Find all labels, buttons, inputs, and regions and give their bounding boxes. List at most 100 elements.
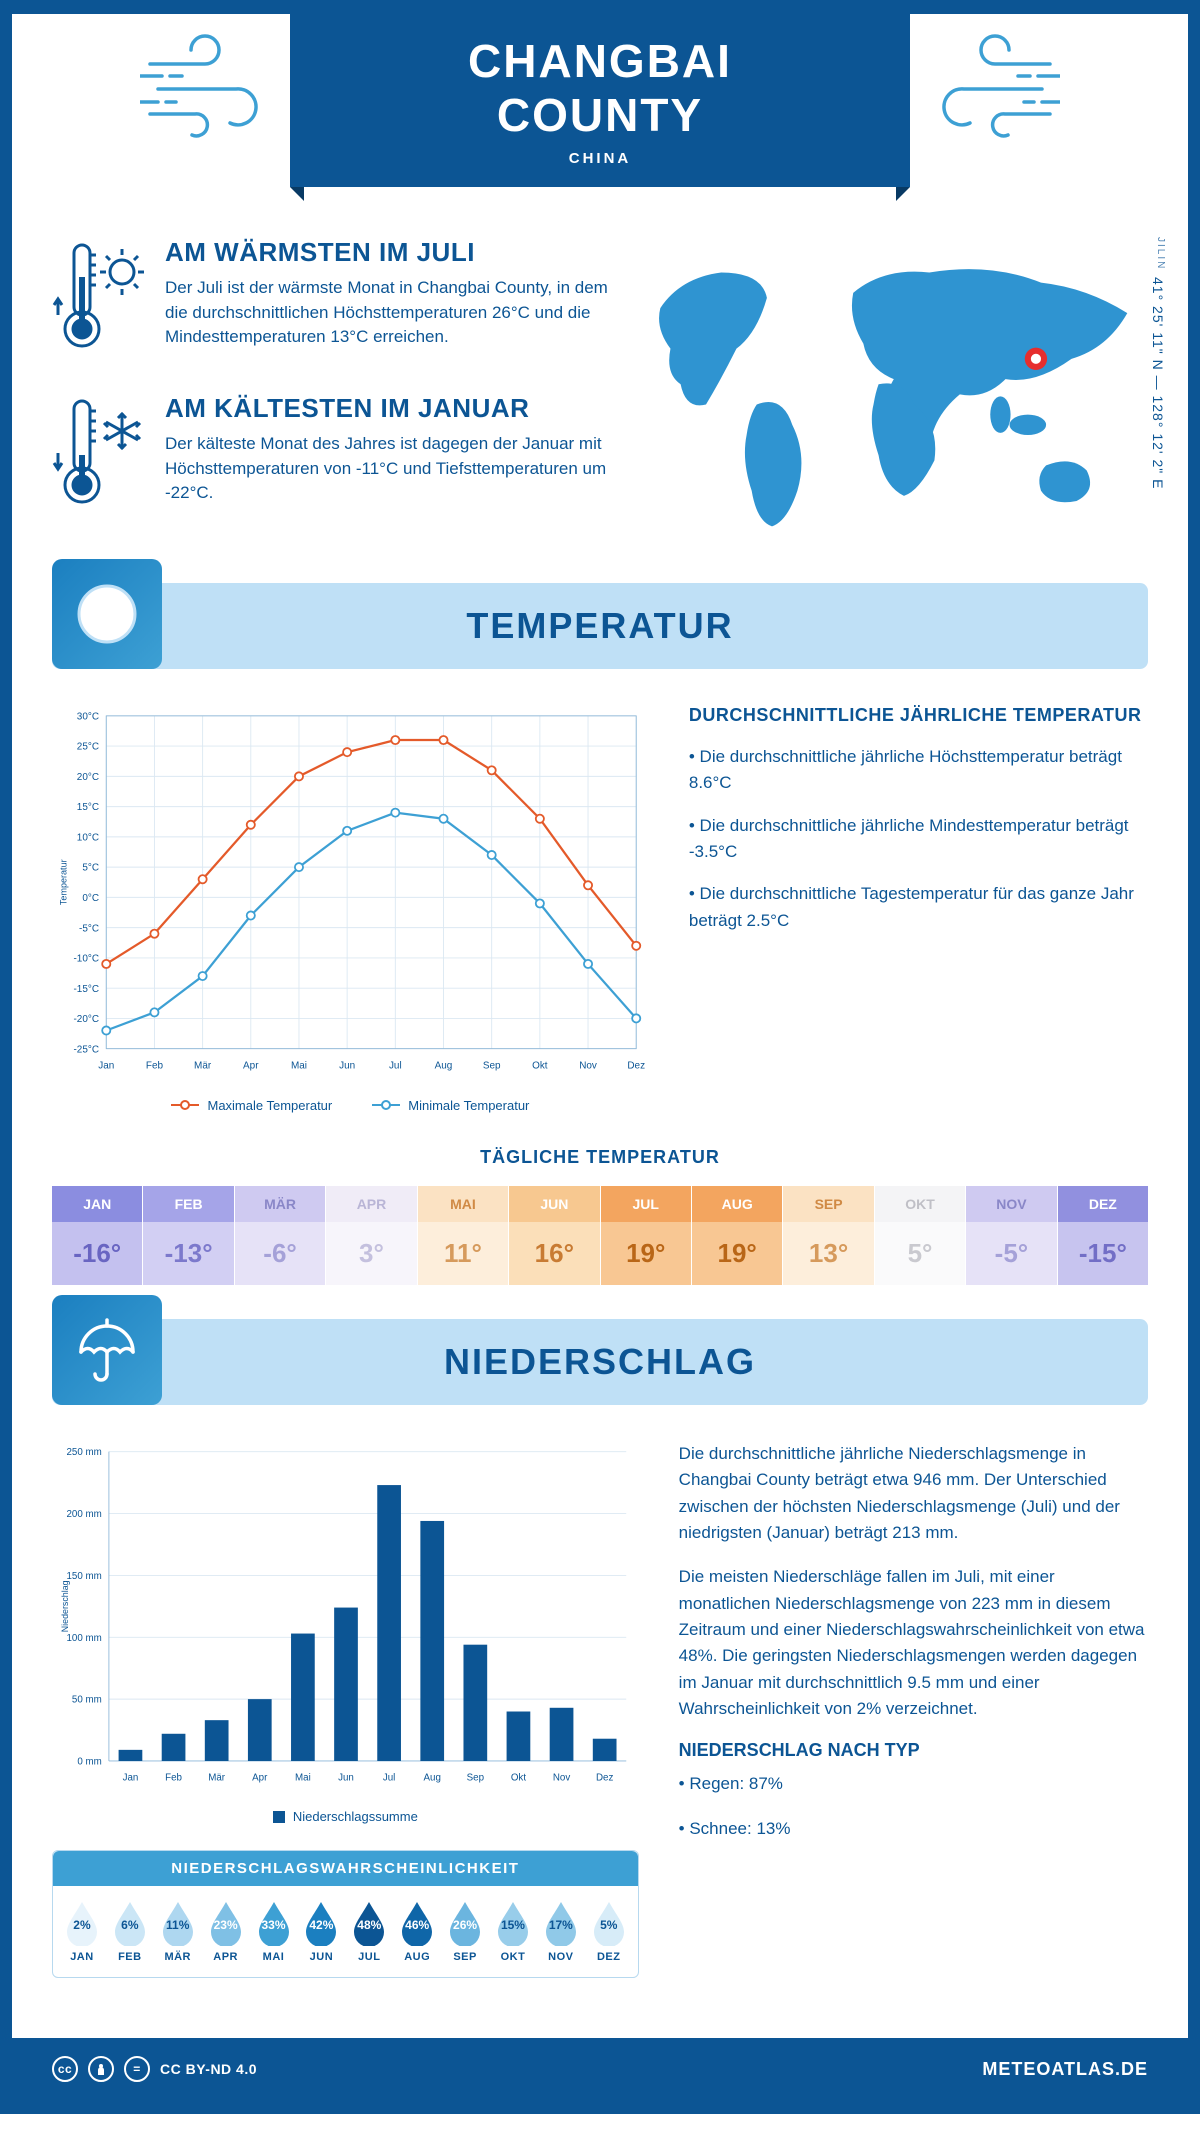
daily-cell: JUN16° <box>509 1186 600 1285</box>
probability-month-label: NOV <box>538 1951 584 1963</box>
probability-cell: 46%AUG <box>394 1900 440 1963</box>
raindrop-icon: 2% <box>64 1900 100 1946</box>
temperature-body: -25°C-20°C-15°C-10°C-5°C0°C5°C10°C15°C20… <box>52 705 1148 1113</box>
region-label: JILIN <box>1155 237 1166 270</box>
precip-type-bullet: • Schnee: 13% <box>679 1816 1148 1842</box>
content-container: CHANGBAI COUNTY CHINA <box>12 14 1188 1998</box>
world-map <box>640 237 1148 542</box>
probability-month-label: JAN <box>59 1951 105 1963</box>
daily-month-label: APR <box>326 1186 416 1222</box>
daily-temperature-title: TÄGLICHE TEMPERATUR <box>52 1147 1148 1168</box>
svg-text:-15°C: -15°C <box>74 984 100 995</box>
svg-text:Okt: Okt <box>511 1772 526 1783</box>
svg-text:Feb: Feb <box>165 1772 182 1783</box>
probability-cell: 42% JUN <box>298 1900 344 1963</box>
daily-temperature-table: JAN-16°FEB-13°MÄR-6°APR3°MAI11°JUN16°JUL… <box>52 1186 1148 1285</box>
raindrop-icon: 15% <box>495 1900 531 1946</box>
daily-month-label: DEZ <box>1058 1186 1148 1222</box>
raindrop-icon: 42% <box>303 1900 339 1946</box>
daily-cell: AUG19° <box>692 1186 783 1285</box>
wind-icon <box>910 14 1060 134</box>
svg-text:Jul: Jul <box>389 1061 402 1072</box>
daily-cell: FEB-13° <box>143 1186 234 1285</box>
precip-type-heading: NIEDERSCHLAG NACH TYP <box>679 1740 1148 1761</box>
svg-text:Dez: Dez <box>596 1772 613 1783</box>
daily-value: -5° <box>966 1222 1056 1285</box>
probability-month-label: APR <box>203 1951 249 1963</box>
svg-text:100 mm: 100 mm <box>67 1633 102 1644</box>
precipitation-probability-box: NIEDERSCHLAGSWAHRSCHEINLICHKEIT 2%JAN6%F… <box>52 1850 639 1978</box>
daily-month-label: JAN <box>52 1186 142 1222</box>
fact-body: Der Juli ist der wärmste Monat in Changb… <box>165 276 610 350</box>
svg-text:Jun: Jun <box>338 1772 354 1783</box>
precipitation-left: 0 mm50 mm100 mm150 mm200 mm250 mmNieders… <box>52 1441 639 1979</box>
daily-value: 16° <box>509 1222 599 1285</box>
svg-text:-5°C: -5°C <box>79 923 99 934</box>
svg-text:-25°C: -25°C <box>74 1044 100 1055</box>
summary-bullet: • Die durchschnittliche jährliche Höchst… <box>689 744 1148 797</box>
raindrop-icon: 26% <box>447 1900 483 1946</box>
svg-text:0°C: 0°C <box>82 893 99 904</box>
legend-label: Niederschlagssumme <box>293 1809 418 1824</box>
svg-text:Apr: Apr <box>243 1061 259 1072</box>
daily-value: 13° <box>783 1222 873 1285</box>
chart-legend: i[style*='e45a2a']:after{border-color:#e… <box>52 1098 649 1113</box>
temperature-chart: -25°C-20°C-15°C-10°C-5°C0°C5°C10°C15°C20… <box>52 705 649 1113</box>
svg-text:15°C: 15°C <box>77 802 99 813</box>
svg-text:Mär: Mär <box>208 1772 226 1783</box>
svg-text:Okt: Okt <box>532 1061 548 1072</box>
title-banner: CHANGBAI COUNTY CHINA <box>290 14 910 187</box>
daily-cell: MÄR-6° <box>235 1186 326 1285</box>
probability-cell: 6%FEB <box>107 1900 153 1963</box>
svg-text:Sep: Sep <box>467 1772 485 1783</box>
probability-month-label: DEZ <box>586 1951 632 1963</box>
svg-text:30°C: 30°C <box>77 711 99 722</box>
legend-item: Niederschlagssumme <box>273 1809 418 1824</box>
summary-heading: DURCHSCHNITTLICHE JÄHRLICHE TEMPERATUR <box>689 705 1148 726</box>
svg-text:Dez: Dez <box>627 1061 645 1072</box>
probability-month-label: SEP <box>442 1951 488 1963</box>
cc-icon: cc <box>52 2056 78 2082</box>
svg-text:-20°C: -20°C <box>74 1014 100 1025</box>
precipitation-chart: 0 mm50 mm100 mm150 mm200 mm250 mmNieders… <box>52 1441 639 1797</box>
raindrop-icon: 11% <box>160 1900 196 1946</box>
probability-cell: 2% JAN <box>59 1900 105 1963</box>
probability-month-label: MAI <box>251 1951 297 1963</box>
probability-cell: 11%MÄR <box>155 1900 201 1963</box>
footer-site: METEOATLAS.DE <box>982 2059 1148 2080</box>
daily-value: -6° <box>235 1222 325 1285</box>
daily-cell: APR3° <box>326 1186 417 1285</box>
svg-text:Mai: Mai <box>295 1772 311 1783</box>
raindrop-icon: 33% <box>256 1900 292 1946</box>
daily-cell: MAI11° <box>418 1186 509 1285</box>
svg-text:150 mm: 150 mm <box>67 1571 102 1582</box>
svg-text:Temperatur: Temperatur <box>58 859 68 905</box>
probability-cell: 33% MAI <box>251 1900 297 1963</box>
fact-heading: AM WÄRMSTEN IM JULI <box>165 237 610 268</box>
svg-text:Apr: Apr <box>252 1772 268 1783</box>
svg-text:Nov: Nov <box>553 1772 570 1783</box>
svg-text:Mai: Mai <box>291 1061 307 1072</box>
svg-text:25°C: 25°C <box>77 742 99 753</box>
daily-month-label: AUG <box>692 1186 782 1222</box>
fact-text: AM WÄRMSTEN IM JULI Der Juli ist der wär… <box>165 237 610 357</box>
daily-cell: DEZ-15° <box>1058 1186 1148 1285</box>
summary-paragraph: Die durchschnittliche jährliche Niedersc… <box>679 1441 1148 1546</box>
daily-cell: JUL19° <box>601 1186 692 1285</box>
legend-item-max: i[style*='e45a2a']:after{border-color:#e… <box>171 1098 332 1113</box>
map-location-marker <box>1025 348 1047 370</box>
probability-cell: 17% NOV <box>538 1900 584 1963</box>
svg-text:0 mm: 0 mm <box>77 1756 101 1767</box>
legend-label: Minimale Temperatur <box>408 1098 529 1113</box>
probability-row: 2%JAN6%FEB11%MÄR23%APR33%MAI42%JUN48%JUL… <box>53 1886 638 1967</box>
section-title: TEMPERATUR <box>162 605 1038 647</box>
svg-text:Feb: Feb <box>146 1061 164 1072</box>
probability-month-label: FEB <box>107 1951 153 1963</box>
raindrop-icon: 5% <box>591 1900 627 1946</box>
probability-month-label: JUN <box>298 1951 344 1963</box>
daily-month-label: NOV <box>966 1186 1056 1222</box>
nd-icon: = <box>124 2056 150 2082</box>
svg-text:Sep: Sep <box>483 1061 501 1072</box>
daily-month-label: MÄR <box>235 1186 325 1222</box>
raindrop-icon: 17% <box>543 1900 579 1946</box>
